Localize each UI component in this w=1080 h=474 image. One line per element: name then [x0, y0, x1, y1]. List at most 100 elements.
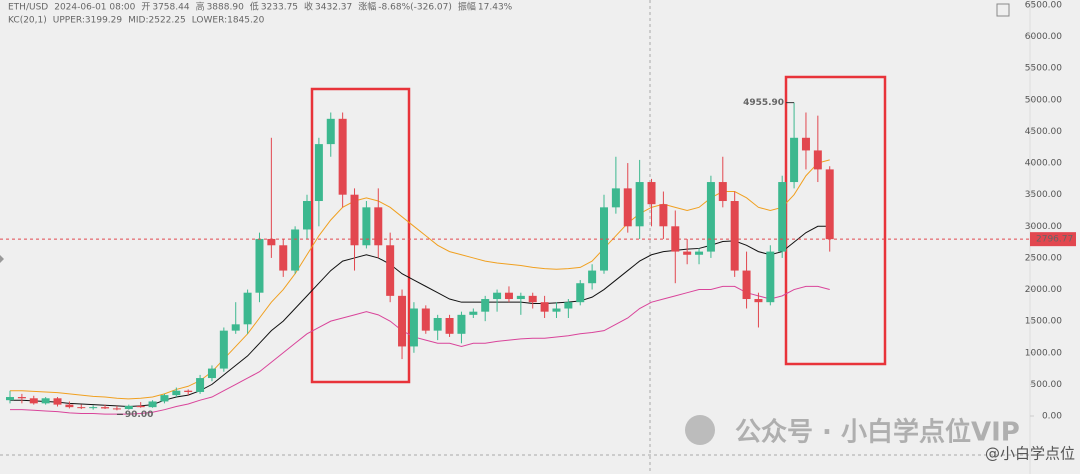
candle-body	[29, 398, 38, 404]
candle-body	[148, 401, 157, 408]
candle-body	[184, 390, 193, 392]
y-tick-label: 5500.00	[1025, 64, 1062, 74]
legend-entry: UPPER:3199.29	[53, 16, 123, 26]
candle-body	[671, 226, 680, 252]
candle-body	[516, 295, 525, 300]
candle-body	[683, 251, 692, 255]
annotation-label: 90.00	[125, 410, 153, 420]
candle-body	[778, 182, 787, 252]
candle-body	[124, 405, 133, 410]
candle-body	[172, 390, 181, 396]
legend-entry: LOWER:1845.20	[192, 16, 265, 26]
candle-body	[219, 330, 228, 369]
field-label: 高	[196, 1, 205, 13]
y-tick-label: 2500.00	[1025, 253, 1062, 263]
watermark: 公众号 · 小白学点位VIP	[735, 417, 1020, 448]
y-tick-label: 1500.00	[1025, 317, 1062, 327]
y-tick-label: 6500.00	[1025, 1, 1062, 11]
candle-body	[101, 407, 110, 409]
candle-body	[588, 270, 597, 284]
candle-body	[504, 292, 513, 300]
watermark-corner: @小白学点位	[985, 445, 1075, 463]
field-label: 收	[304, 1, 313, 13]
candle-body	[611, 188, 620, 208]
candle-body	[445, 317, 454, 334]
candle-body	[457, 314, 466, 334]
candle-body	[635, 182, 644, 227]
candle-body	[291, 229, 300, 271]
annotation-label: 4955.90	[743, 98, 784, 108]
scroll-arrow[interactable]	[0, 255, 4, 263]
field-value: 3432.37	[315, 3, 352, 13]
last-price-tag	[1030, 232, 1076, 247]
candle-body	[89, 407, 98, 409]
candle-body	[267, 238, 276, 246]
y-tick-label: 5000.00	[1025, 95, 1062, 105]
candle-body	[53, 398, 62, 405]
candle-body	[409, 308, 418, 347]
candle-body	[718, 182, 727, 202]
field-label: 低	[250, 1, 259, 13]
candle-body	[576, 283, 585, 303]
candle-body	[303, 201, 311, 230]
candle-body	[338, 118, 347, 195]
candle-body	[790, 137, 799, 183]
candle-body	[730, 201, 739, 271]
candle-body	[659, 204, 668, 227]
candle-body	[243, 292, 252, 325]
y-tick-label: 4500.00	[1025, 127, 1062, 137]
field-value: 17.43%	[478, 3, 513, 13]
last-price-label: 2796.77	[1036, 235, 1073, 245]
candle-body	[41, 398, 50, 404]
y-tick-label: 1000.00	[1025, 348, 1062, 358]
candle-body	[136, 405, 145, 408]
candle-body	[255, 238, 264, 293]
candle-body	[314, 144, 323, 202]
highlight-box	[784, 75, 887, 366]
candle-body	[469, 311, 478, 315]
kc-line	[10, 225, 830, 408]
candle-body	[17, 397, 26, 399]
candle-body	[398, 295, 407, 347]
highlight-box	[310, 87, 411, 384]
candle-body	[196, 378, 205, 392]
indicator-name: KC(20,1)	[8, 16, 47, 26]
kc-line	[10, 159, 830, 400]
candle-body	[528, 295, 537, 303]
candle-body	[160, 395, 169, 402]
candle-body	[706, 182, 715, 252]
y-tick-label: 3000.00	[1025, 222, 1062, 232]
field-value: 3233.75	[261, 3, 298, 13]
field-label: 涨幅	[358, 1, 376, 13]
field-label: 开	[141, 2, 150, 13]
y-tick-label: 4000.00	[1025, 159, 1062, 169]
candle-body	[754, 299, 763, 303]
field-value: 3758.44	[152, 3, 189, 13]
settings-icon[interactable]	[996, 3, 1010, 17]
legend-entry: MID:2522.25	[128, 16, 186, 26]
watermark-icon	[685, 415, 715, 445]
candle-body	[647, 182, 656, 205]
field-label: 振幅	[458, 1, 476, 13]
candle-body	[362, 207, 371, 246]
candle-body	[6, 397, 14, 401]
candle-body	[421, 308, 430, 331]
candle-body	[374, 207, 383, 246]
field-value: 3888.90	[207, 3, 244, 13]
y-tick-label: 2000.00	[1025, 285, 1062, 295]
candle-body	[552, 308, 561, 312]
candle-body	[813, 150, 822, 170]
y-tick-label: 6000.00	[1025, 32, 1062, 42]
candle-body	[564, 302, 573, 309]
candle-body	[279, 245, 288, 271]
y-tick-label: 0.00	[1042, 412, 1062, 422]
candle-body	[77, 407, 86, 409]
candle-body	[433, 317, 442, 331]
candle-body	[825, 169, 834, 240]
candle-body	[481, 299, 490, 312]
candle-body	[207, 368, 216, 379]
symbol: ETH/USD	[8, 3, 48, 13]
candle-body	[801, 137, 810, 151]
candle-body	[231, 324, 240, 331]
field-value: -8.68%(-326.07)	[378, 3, 452, 13]
